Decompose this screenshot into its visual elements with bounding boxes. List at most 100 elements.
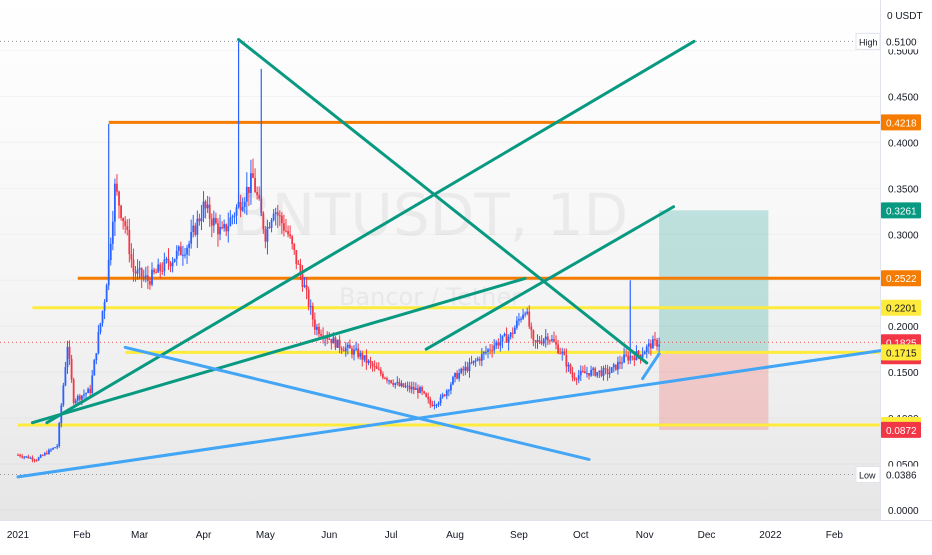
price-tick-label: 0.1500 xyxy=(888,368,919,379)
trend-line[interactable] xyxy=(237,38,649,365)
price-label-text: 0.2522 xyxy=(886,274,917,285)
candle-body xyxy=(155,272,158,274)
candle-body xyxy=(165,258,168,260)
candle-body xyxy=(466,366,469,372)
candle-body xyxy=(266,226,269,242)
price-label-box xyxy=(881,466,921,483)
candle-body xyxy=(538,340,541,343)
profit-zone[interactable] xyxy=(659,210,769,353)
candle-body xyxy=(330,338,333,344)
price-tick-label: 0.5000 xyxy=(888,47,919,58)
trend-line[interactable] xyxy=(16,347,892,479)
price-tick-label: 0.0500 xyxy=(888,460,919,471)
candle-body xyxy=(280,215,283,224)
candle-body xyxy=(633,357,636,361)
candle-body xyxy=(287,231,289,235)
candle-body xyxy=(64,367,67,386)
candle-body xyxy=(231,216,234,218)
candle-body xyxy=(386,378,388,381)
candle-body xyxy=(221,227,223,229)
candle-body xyxy=(439,397,442,404)
candle-body xyxy=(542,339,545,344)
stop-zone[interactable] xyxy=(659,352,769,430)
trend-line[interactable] xyxy=(123,345,591,461)
candle-body xyxy=(435,404,438,406)
candle-body xyxy=(270,219,273,228)
candle-body xyxy=(394,383,397,385)
candle-body xyxy=(499,341,502,346)
candle-body xyxy=(503,333,506,336)
price-tick-label: 0.2000 xyxy=(888,322,919,333)
candle-body xyxy=(301,273,304,287)
candle-body xyxy=(144,275,147,277)
long-position-tool[interactable] xyxy=(659,210,769,430)
candle-body xyxy=(76,395,79,401)
candle-body xyxy=(652,339,654,349)
time-tick-label: Aug xyxy=(446,530,464,541)
candle-body xyxy=(431,404,434,406)
candle-body xyxy=(346,344,349,348)
candle-body xyxy=(511,332,514,334)
candle-body xyxy=(429,399,432,405)
time-axis-ticks: 2021 Feb Mar Apr May Jun Jul Aug Sep Oct Nov Dec 202… xyxy=(7,530,844,541)
candle-body xyxy=(359,352,362,357)
candle-body xyxy=(295,250,298,264)
candle-body xyxy=(464,366,467,371)
candle-body xyxy=(586,373,588,375)
extreme-tag-box xyxy=(855,466,881,484)
time-tick-label: Apr xyxy=(196,530,212,541)
candle-body xyxy=(437,403,440,405)
price-label-box xyxy=(881,33,921,50)
trend-line[interactable] xyxy=(45,39,696,425)
candle-body xyxy=(371,363,374,367)
trend-line[interactable] xyxy=(641,352,661,381)
candle-body xyxy=(571,372,574,378)
trend-lines[interactable] xyxy=(16,38,892,479)
candle-body xyxy=(200,218,203,222)
price-tick-label: 0.3500 xyxy=(888,184,919,195)
candle-body xyxy=(528,311,531,327)
price-label-text: 0.4218 xyxy=(886,118,917,129)
time-tick-label: Feb xyxy=(826,530,844,541)
candle-body xyxy=(400,383,403,386)
price-tick-label: 0.3000 xyxy=(888,230,919,241)
time-tick-label: Mar xyxy=(131,530,149,541)
candle-body xyxy=(278,215,281,217)
candle-body xyxy=(72,379,75,403)
candle-body xyxy=(254,177,256,193)
candle-body xyxy=(140,268,143,278)
candle-body xyxy=(357,348,360,357)
time-tick-label: Oct xyxy=(573,530,589,541)
candle-body xyxy=(138,268,141,270)
candle-body xyxy=(318,326,320,334)
candle-body xyxy=(340,348,343,351)
candle-body xyxy=(423,391,426,394)
candle-body xyxy=(412,386,415,390)
trend-line[interactable] xyxy=(424,205,676,351)
candle-body xyxy=(194,225,197,235)
candle-body xyxy=(361,352,364,360)
candle-body xyxy=(608,372,611,375)
candle-body xyxy=(109,243,112,261)
candle-body xyxy=(33,459,36,461)
candle-body xyxy=(120,205,122,218)
candle-body xyxy=(272,213,275,220)
candle-body xyxy=(225,224,228,232)
candle-body xyxy=(588,373,590,376)
price-label-box xyxy=(881,202,921,219)
price-axis-background xyxy=(880,0,932,520)
candle-body xyxy=(243,201,246,207)
candle-body xyxy=(206,204,209,209)
candle-body xyxy=(557,344,560,354)
candle-body xyxy=(507,336,510,343)
candle-body xyxy=(421,387,423,392)
trend-line[interactable] xyxy=(30,276,527,425)
candle-body xyxy=(493,345,496,351)
price-tick-label: 0.0000 xyxy=(888,506,919,517)
candle-body xyxy=(390,380,393,383)
candle-body xyxy=(107,260,110,286)
time-tick-label: Jun xyxy=(321,530,337,541)
candle-body xyxy=(309,306,312,308)
